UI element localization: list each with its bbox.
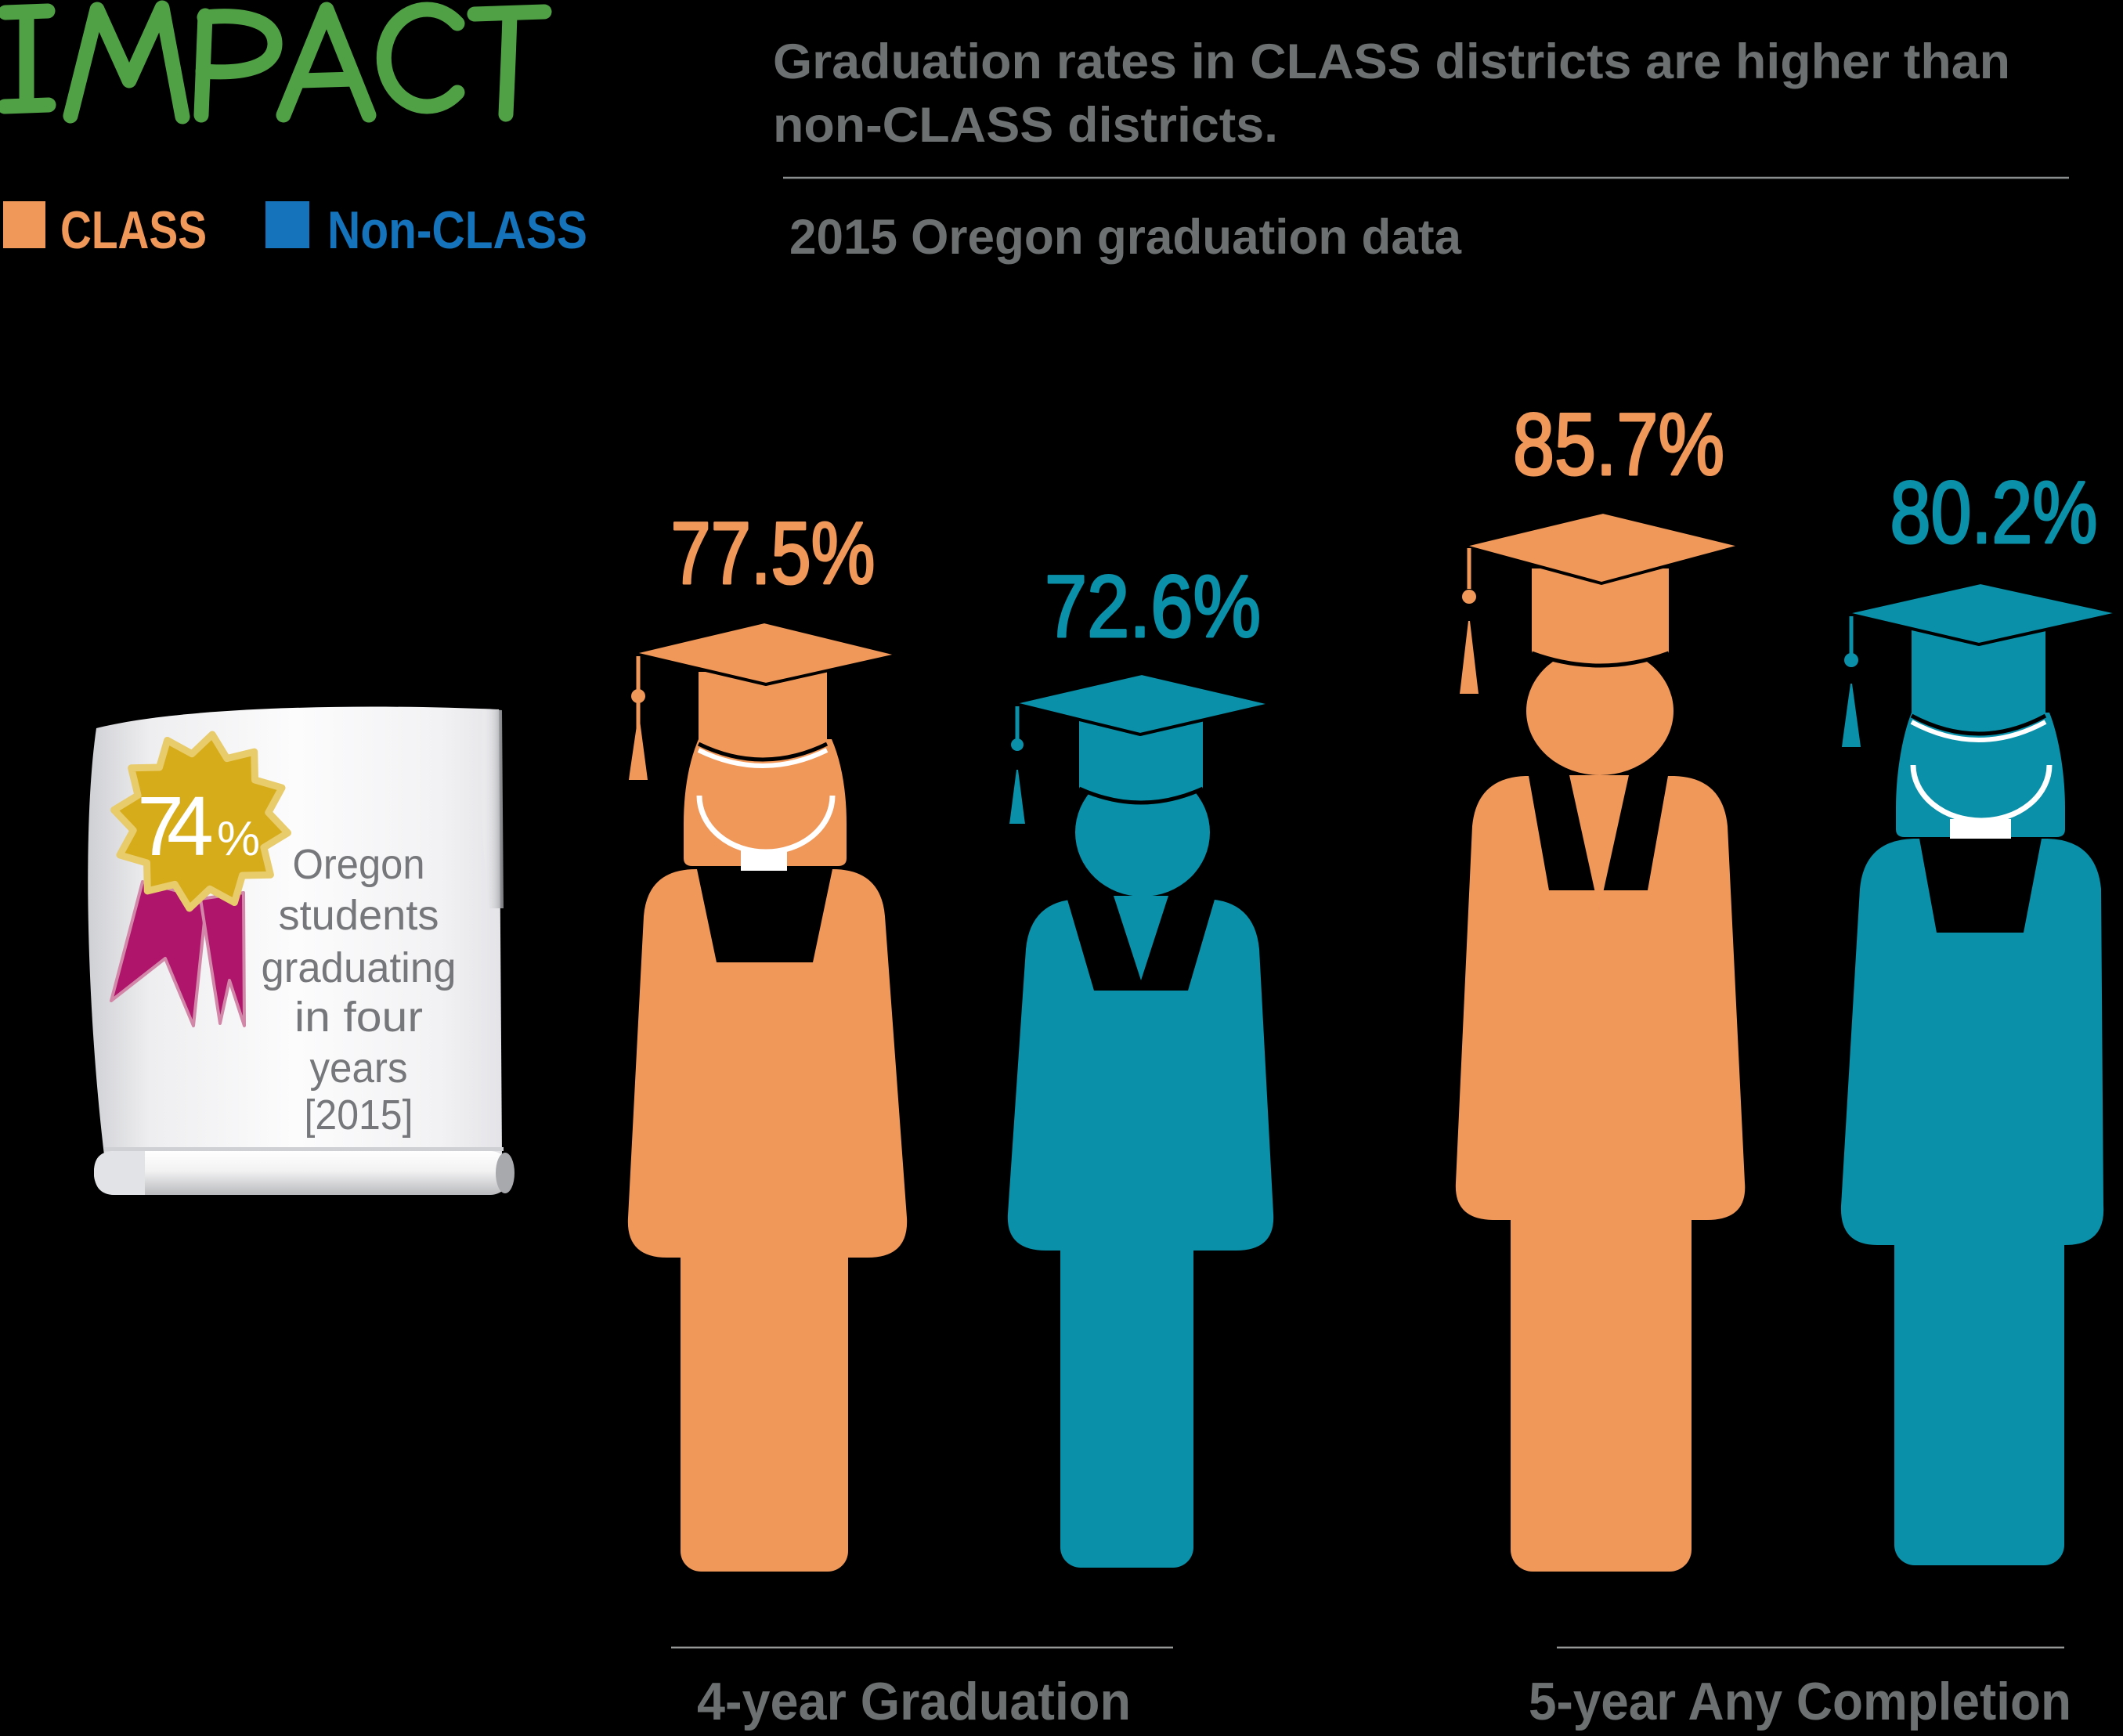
svg-text:Non-CLASS: Non-CLASS	[327, 200, 587, 260]
svg-text:graduating: graduating	[262, 944, 457, 991]
svg-text:CLASS: CLASS	[60, 200, 207, 260]
svg-text:%: %	[217, 812, 260, 866]
svg-text:[2015]: [2015]	[305, 1092, 413, 1139]
svg-text:77.5%: 77.5%	[671, 504, 876, 602]
svg-text:Graduation rates in CLASS dist: Graduation rates in CLASS districts are …	[773, 34, 2010, 89]
svg-text:5-year Any Completion: 5-year Any Completion	[1529, 1672, 2071, 1731]
svg-text:85.7%: 85.7%	[1513, 395, 1724, 493]
svg-text:students: students	[279, 892, 439, 939]
svg-text:80.2%: 80.2%	[1890, 464, 2098, 561]
svg-text:72.6%: 72.6%	[1045, 558, 1261, 655]
svg-text:non-CLASS districts.: non-CLASS districts.	[773, 98, 1278, 153]
svg-text:years: years	[310, 1045, 408, 1092]
svg-text:Oregon: Oregon	[293, 841, 425, 888]
svg-text:2015 Oregon graduation data: 2015 Oregon graduation data	[789, 210, 1462, 265]
svg-text:74: 74	[137, 778, 214, 873]
svg-text:4-year Graduation: 4-year Graduation	[697, 1672, 1131, 1731]
svg-text:in four: in four	[294, 994, 423, 1041]
